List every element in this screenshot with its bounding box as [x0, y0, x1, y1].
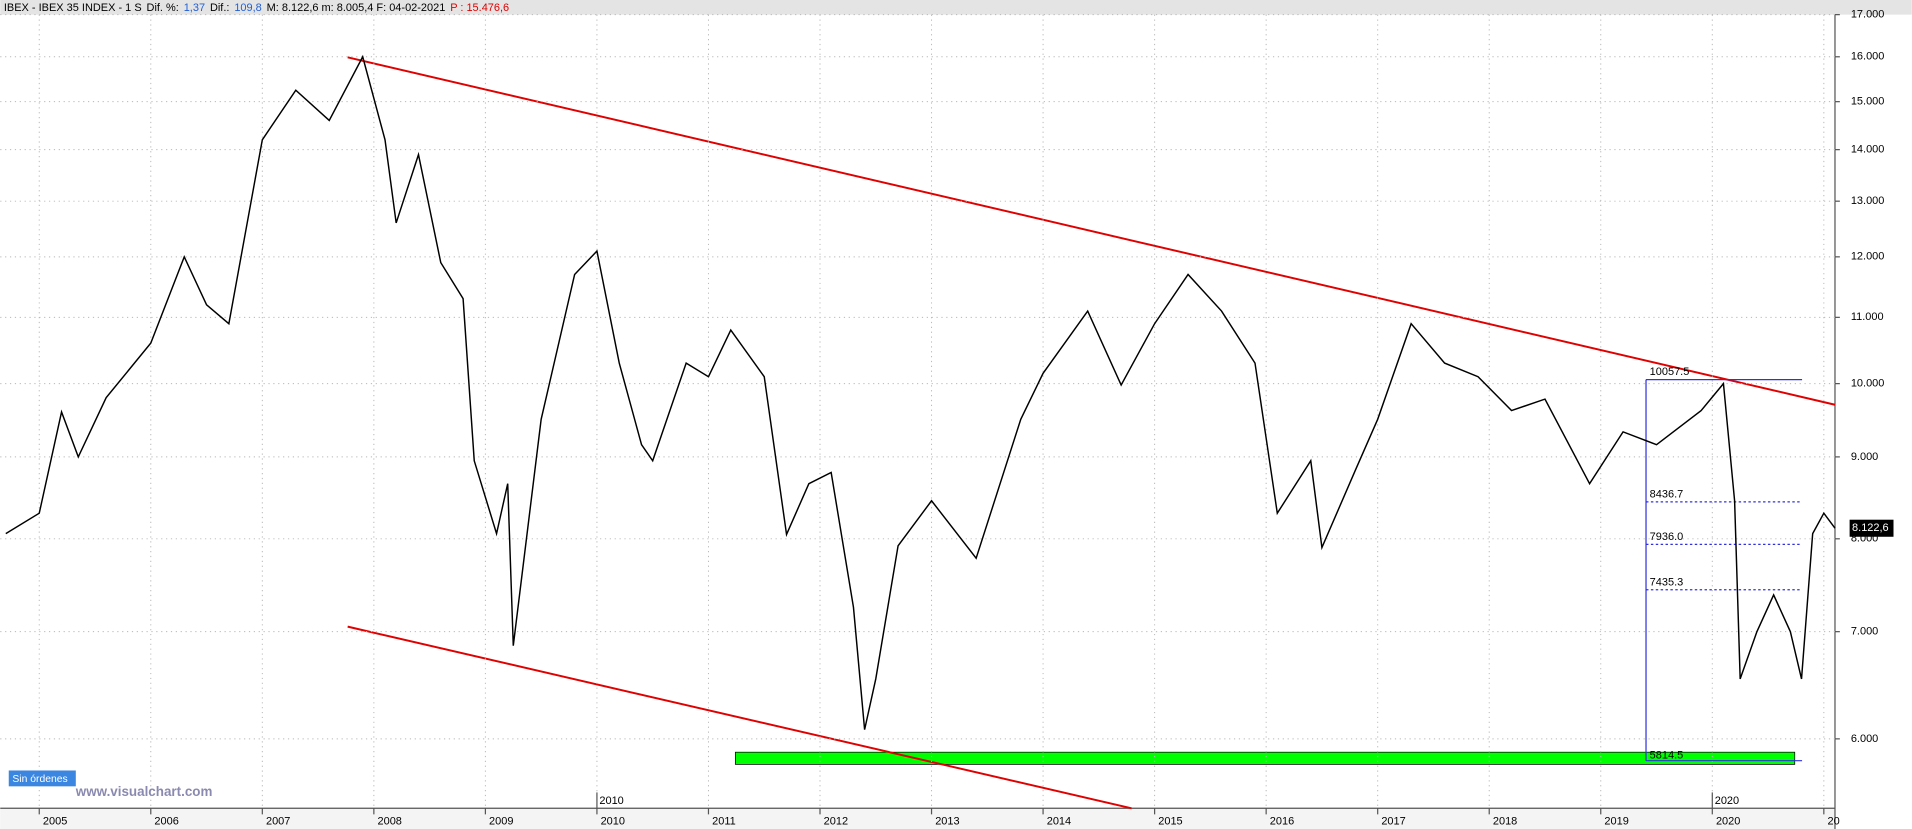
last-price-box: [1849, 519, 1894, 537]
level-label: 8436.7: [1650, 488, 1684, 500]
level-label: 7936.0: [1650, 531, 1684, 543]
header-field: Dif.:: [210, 2, 230, 14]
upper-trendline: [347, 56, 1836, 406]
level-label: 7435.3: [1650, 576, 1684, 588]
y-tick-label: 14.000: [1851, 144, 1885, 156]
x-tick-label: 2006: [154, 816, 178, 828]
x-tick-label: 2011: [712, 816, 736, 828]
header-field: M: 8.122,6 m: 8.005,4 F: 04-02-2021: [267, 2, 446, 14]
header-field: P : 15.476,6: [450, 2, 509, 14]
x-tick-label: 2020: [1716, 816, 1740, 828]
header-field: Dif. %:: [147, 2, 179, 14]
x-tick-label: 2012: [824, 816, 848, 828]
lower-trendline: [347, 625, 1132, 810]
period-label: 2020: [1715, 795, 1739, 807]
range-high-label: 10057.5: [1650, 366, 1690, 378]
x-tick-label: 2018: [1493, 816, 1517, 828]
x-tick-label: 2019: [1604, 816, 1628, 828]
header-field: IBEX - IBEX 35 INDEX - 1 S: [4, 2, 142, 14]
orders-button[interactable]: [8, 770, 76, 787]
header-field: 1,37: [184, 2, 205, 14]
y-tick-label: 9.000: [1851, 451, 1878, 463]
y-tick-label: 15.000: [1851, 96, 1885, 108]
x-tick-label: 20: [1827, 816, 1839, 828]
header-bar: [0, 0, 1912, 15]
x-tick-label: 2009: [489, 816, 513, 828]
range-low-label: 5814.5: [1650, 750, 1684, 762]
x-tick-label: 2016: [1270, 816, 1294, 828]
y-tick-label: 16.000: [1851, 51, 1885, 63]
header-text: IBEX - IBEX 35 INDEX - 1 S Dif. %: 1,37 Dif…: [4, 2, 509, 14]
x-tick-label: 2017: [1381, 816, 1405, 828]
y-tick-label: 7.000: [1851, 626, 1878, 638]
y-tick-label: 10.000: [1851, 378, 1885, 390]
x-tick-label: 2014: [1047, 816, 1071, 828]
x-tick-label: 2005: [43, 816, 67, 828]
header-field: 109,8: [234, 2, 261, 14]
orders-button-label[interactable]: Sin órdenes: [12, 774, 67, 785]
x-tick-label: 2010: [601, 816, 625, 828]
watermark: www.visualchart.com: [75, 784, 213, 799]
y-tick-label: 6.000: [1851, 733, 1878, 745]
x-tick-label: 2013: [935, 816, 959, 828]
x-axis-strip: [0, 808, 1835, 829]
period-label: 2010: [599, 795, 623, 807]
x-tick-label: 2008: [378, 816, 402, 828]
y-tick-label: 13.000: [1851, 195, 1885, 207]
price-line: [5, 54, 1836, 730]
support-zone: [734, 751, 1796, 765]
x-tick-label: 2007: [266, 816, 290, 828]
y-tick-label: 12.000: [1851, 251, 1885, 263]
last-price-label: 8.122,6: [1852, 522, 1889, 534]
x-tick-label: 2015: [1158, 816, 1182, 828]
y-tick-label: 17.000: [1851, 9, 1885, 21]
plot: 6.0007.0008.0009.00010.00011.00012.00013…: [0, 9, 1894, 828]
y-tick-label: 11.000: [1851, 311, 1884, 323]
